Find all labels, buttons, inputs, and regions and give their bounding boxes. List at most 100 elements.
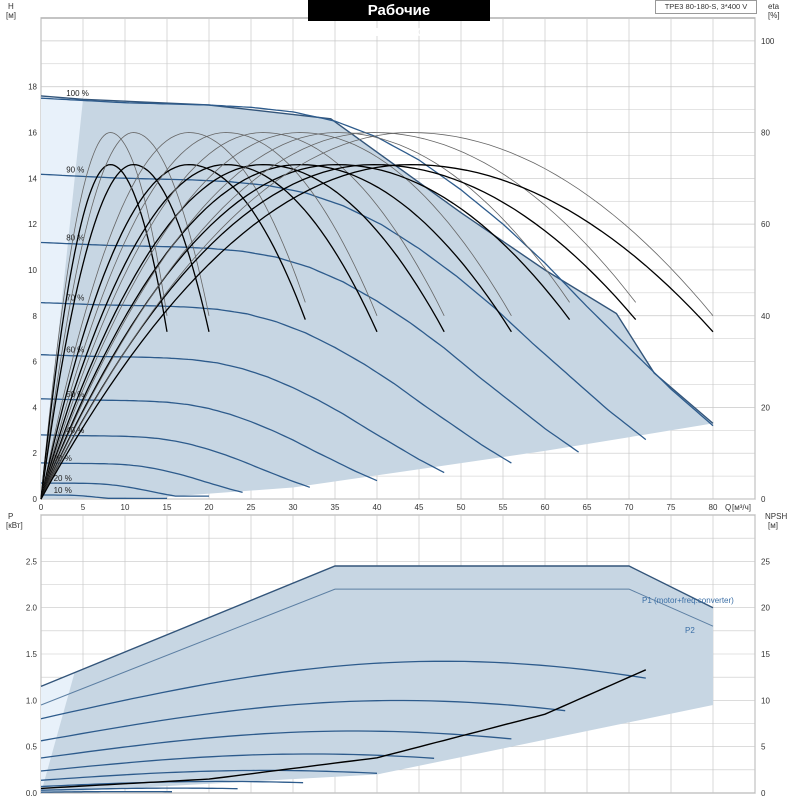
efficiency-curve-thin xyxy=(40,132,512,500)
eta-tick-label: 100 xyxy=(761,37,775,46)
axis-eta-unit: [%] xyxy=(768,11,780,20)
operating-area xyxy=(41,95,713,500)
axis-q-unit: [м³/ч] xyxy=(732,503,751,512)
h-tick-label: 4 xyxy=(33,403,38,412)
npsh-curve xyxy=(40,669,647,790)
axis-p-unit: [кВт] xyxy=(6,521,23,530)
q-tick-label: 5 xyxy=(81,503,86,512)
efficiency-curve-thick xyxy=(40,163,714,500)
head-curve-label: 80 % xyxy=(66,233,84,242)
axis-npsh-label: NPSH xyxy=(765,512,787,521)
chart-title: Рабочие характеристики xyxy=(308,0,490,40)
p-tick-label: 1.0 xyxy=(26,696,38,705)
q-tick-label: 60 xyxy=(541,503,550,512)
h-tick-label: 10 xyxy=(28,266,37,275)
eta-tick-label: 40 xyxy=(761,312,770,321)
axis-q-label: Q xyxy=(725,503,731,512)
npsh-tick-label: 0 xyxy=(761,789,766,798)
head-curve-label: 30 % xyxy=(54,454,72,463)
p-tick-label: 1.5 xyxy=(26,650,38,659)
q-tick-label: 45 xyxy=(415,503,424,512)
h-tick-label: 18 xyxy=(28,83,37,92)
power-curve xyxy=(40,753,435,772)
head-curve-label: 10 % xyxy=(54,486,72,495)
head-curve xyxy=(40,173,647,441)
p1-curve xyxy=(40,565,714,688)
head-curve xyxy=(41,482,209,497)
npsh-tick-label: 10 xyxy=(761,696,770,705)
head-curve-label: 100 % xyxy=(66,89,89,98)
head-curve xyxy=(40,97,714,427)
q-tick-label: 55 xyxy=(499,503,508,512)
p-tick-label: 2.5 xyxy=(26,557,38,566)
efficiency-curve-thin xyxy=(40,132,306,500)
q-tick-label: 10 xyxy=(121,503,130,512)
efficiency-curve-thin xyxy=(40,132,378,500)
q-tick-label: 50 xyxy=(457,503,466,512)
efficiency-curve-thick xyxy=(40,163,571,500)
efficiency-curve-thick xyxy=(40,163,445,500)
efficiency-curve-thin xyxy=(40,132,714,500)
power-npsh-panel: 0.0 0.5 1.0 1.5 2.0 2.5 0 5 10 15 20 25 P[кВт] NPSH[м… xyxy=(6,512,787,798)
head-curve-label: 40 % xyxy=(66,426,84,435)
p-tick-label: 0.0 xyxy=(26,789,38,798)
head-curve-label: 90 % xyxy=(66,165,84,174)
h-tick-label: 12 xyxy=(28,220,37,229)
npsh-tick-label: 20 xyxy=(761,604,770,613)
head-curve-label: 20 % xyxy=(54,474,72,483)
efficiency-curve-thick xyxy=(40,163,306,500)
efficiency-curve-thin xyxy=(40,132,637,500)
q-tick-label: 80 xyxy=(709,503,718,512)
h-tick-label: 6 xyxy=(33,358,38,367)
axis-h-label: H xyxy=(8,2,14,11)
h-tick-label: 0 xyxy=(33,495,38,504)
power-area xyxy=(41,566,713,793)
power-curve xyxy=(40,790,172,793)
efficiency-curve-thick xyxy=(40,163,512,500)
p2-series-label: P2 xyxy=(685,626,695,635)
max-envelope-line xyxy=(40,95,714,424)
npsh-tick-label: 5 xyxy=(761,743,766,752)
pump-model-label: TPE3 80-180-S, 3*400 V xyxy=(655,0,757,14)
low-flow-region-bottom xyxy=(41,672,75,793)
q-tick-label: 70 xyxy=(625,503,634,512)
eta-tick-label: 20 xyxy=(761,403,770,412)
head-curve xyxy=(40,354,445,474)
q-tick-label: 35 xyxy=(331,503,340,512)
power-curve xyxy=(40,769,378,781)
head-efficiency-panel: 100 %90 %80 %70 %60 %50 %40 %30 %20 %10 … xyxy=(6,2,780,512)
efficiency-curve-thin xyxy=(40,132,570,500)
q-tick-label: 25 xyxy=(247,503,256,512)
axis-npsh-unit: [м] xyxy=(768,521,778,530)
p1-series-label: P1 (motor+freq.converter) xyxy=(642,596,734,605)
efficiency-curve-thick xyxy=(40,163,378,500)
q-tick-label: 0 xyxy=(39,503,44,512)
efficiency-curve-thin xyxy=(40,132,168,500)
p-tick-label: 0.5 xyxy=(26,743,38,752)
efficiency-curve-thin xyxy=(40,132,210,500)
npsh-tick-label: 15 xyxy=(761,650,770,659)
h-tick-label: 8 xyxy=(33,312,38,321)
q-tick-label: 75 xyxy=(667,503,676,512)
head-curve xyxy=(40,434,311,488)
eta-tick-label: 80 xyxy=(761,129,770,138)
q-tick-label: 40 xyxy=(373,503,382,512)
efficiency-curve-thin xyxy=(40,132,445,500)
axis-p-label: P xyxy=(8,512,13,521)
q-tick-label: 30 xyxy=(289,503,298,512)
axis-eta-label: eta xyxy=(768,2,780,11)
efficiency-curve-thick xyxy=(40,163,168,500)
npsh-tick-label: 25 xyxy=(761,557,770,566)
head-curve xyxy=(40,398,378,482)
h-tick-label: 2 xyxy=(33,449,38,458)
eta-tick-label: 0 xyxy=(761,495,766,504)
q-tick-label: 15 xyxy=(163,503,172,512)
head-curve xyxy=(41,494,167,499)
eta-tick-label: 60 xyxy=(761,220,770,229)
p-tick-label: 2.0 xyxy=(26,604,38,613)
head-curve xyxy=(40,462,243,494)
h-tick-label: 14 xyxy=(28,174,37,183)
power-curve xyxy=(40,787,238,791)
power-curve xyxy=(40,730,512,759)
